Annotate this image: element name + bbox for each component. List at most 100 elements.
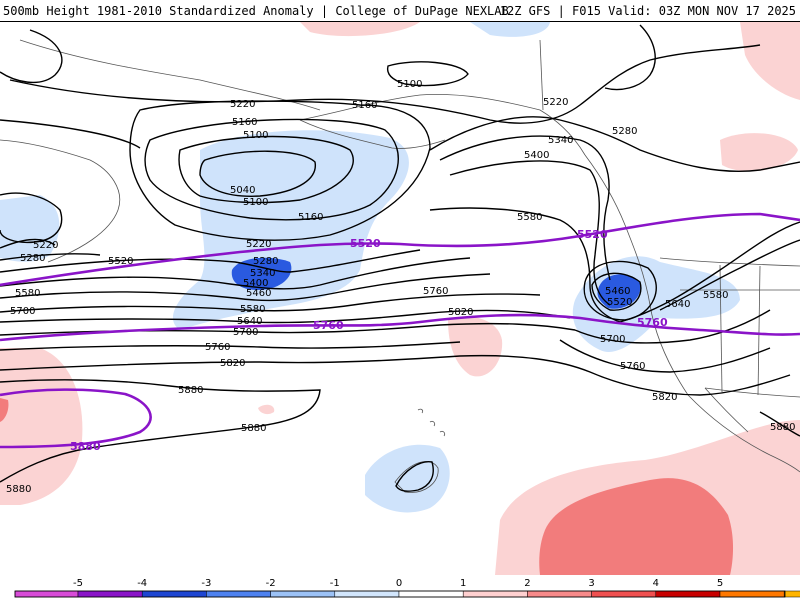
height-contours xyxy=(0,24,800,492)
colorbar-tick-label: -3 xyxy=(201,578,211,589)
colorbar-swatch xyxy=(527,590,592,598)
colorbar-tick-label: -2 xyxy=(266,578,276,589)
colorbar-tick-label: 3 xyxy=(588,578,594,589)
colorbar-swatch xyxy=(591,590,657,598)
contour-label: 5580 xyxy=(703,290,728,301)
positive-anomaly-areas xyxy=(0,22,800,575)
anomaly-colorbar: -5 -4 -3 -2 -1 0 1 2 3 4 5 xyxy=(0,575,800,600)
contour-5100-low xyxy=(386,61,469,87)
colorbar-swatch xyxy=(206,590,271,598)
colorbar-tick-label: 0 xyxy=(396,578,402,589)
contour-label: 5220 xyxy=(230,99,255,110)
contour-highlight-5760 xyxy=(0,313,800,342)
border-alaska xyxy=(539,39,544,111)
contour-label-highlight: 5520 xyxy=(577,228,608,241)
contour-label: 5520 xyxy=(607,297,632,308)
contour-label: 5820 xyxy=(220,358,245,369)
colorbar-swatch xyxy=(334,590,400,598)
contour-5880-hawaii xyxy=(395,461,434,492)
contour-label: 5280 xyxy=(612,126,637,137)
border-states-3 xyxy=(757,265,761,396)
anomaly-blue-aleutian xyxy=(172,130,409,330)
island-hawaii-big xyxy=(394,461,439,493)
contour-label-layer: 5100 5220 5160 5160 5100 5220 5280 5340 … xyxy=(6,79,795,495)
colorbar-swatch xyxy=(14,590,79,598)
negative-anomaly-areas xyxy=(0,22,740,513)
contour-label: 5280 xyxy=(253,256,278,267)
contour-label: 5700 xyxy=(233,327,258,338)
anomaly-red-core xyxy=(539,478,734,575)
contour-5160-ring xyxy=(144,118,399,221)
contour-5700-east xyxy=(574,309,771,344)
anomaly-red-core-west xyxy=(0,398,9,422)
colorbar-tick-label: 4 xyxy=(653,578,659,589)
contour-ne-2 xyxy=(604,24,656,91)
contour-5400 xyxy=(449,160,611,306)
coastlines xyxy=(0,39,800,493)
contour-label: 5100 xyxy=(243,130,268,141)
highlight-contours xyxy=(0,212,800,449)
colorbar-swatch xyxy=(719,590,785,598)
colorbar-frame xyxy=(14,590,786,598)
colorbar-swatch xyxy=(398,590,464,598)
contour-label: 5880 xyxy=(241,423,266,434)
contour-5340-mid xyxy=(0,249,421,273)
contour-label: 5880 xyxy=(770,422,795,433)
coast-alaska xyxy=(299,93,586,156)
contour-label: 5340 xyxy=(250,268,275,279)
contour-label: 5160 xyxy=(232,117,257,128)
border-us-canada xyxy=(659,257,800,267)
contour-5280-top xyxy=(0,116,800,172)
colorbar-swatch xyxy=(141,590,207,598)
contour-label: 5580 xyxy=(517,212,542,223)
contour-5340 xyxy=(439,135,611,281)
contour-label: 5400 xyxy=(524,150,549,161)
contour-5580-east xyxy=(619,221,800,323)
anomaly-red-top xyxy=(300,22,420,37)
contour-label: 5760 xyxy=(620,361,645,372)
contour-label: 5880 xyxy=(6,484,31,495)
anomaly-red-dot xyxy=(258,404,275,415)
contour-label: 5160 xyxy=(298,212,323,223)
contour-label-highlight: 5880 xyxy=(70,440,101,453)
contour-label: 5460 xyxy=(246,288,271,299)
colorbar-swatch xyxy=(783,590,800,598)
colorbar-ticks: -5 -4 -3 -2 -1 0 1 2 3 4 5 xyxy=(73,578,723,589)
contour-label: 5700 xyxy=(10,306,35,317)
contour-5640-east xyxy=(659,239,800,311)
contour-label: 5820 xyxy=(448,307,473,318)
colorbar-tick-label: -4 xyxy=(137,578,147,589)
coast-canada xyxy=(584,154,689,396)
contour-label: 5220 xyxy=(33,240,58,251)
colorbar-tick-label: -5 xyxy=(73,578,83,589)
contour-label: 5340 xyxy=(548,135,573,146)
contour-5100 xyxy=(178,135,354,204)
anomaly-blue-core xyxy=(231,257,292,290)
contour-label: 5040 xyxy=(230,185,255,196)
contour-5040 xyxy=(199,150,316,197)
contour-5520-core xyxy=(583,260,657,321)
contour-label: 5880 xyxy=(178,385,203,396)
contour-5580-mid xyxy=(0,293,541,313)
coast-aleutians xyxy=(299,119,446,149)
contour-label: 5220 xyxy=(543,97,568,108)
border-us-mexico xyxy=(704,387,800,398)
contour-label-highlight: 5760 xyxy=(637,316,668,329)
contour-label: 5640 xyxy=(237,316,262,327)
contour-label: 5700 xyxy=(600,334,625,345)
contour-5880-east xyxy=(759,411,800,437)
contour-label: 5220 xyxy=(246,239,271,250)
anomaly-red-topright xyxy=(740,22,800,100)
contour-5640-mid xyxy=(0,309,571,324)
contour-5280-west xyxy=(0,253,101,261)
anomaly-blue-west xyxy=(0,195,60,262)
colorbar-bar xyxy=(14,590,800,598)
contour-5220-top xyxy=(9,44,761,124)
anomaly-red-small xyxy=(448,316,503,377)
contour-label: 5760 xyxy=(205,342,230,353)
anomaly-blue-top xyxy=(470,22,550,37)
colorbar-swatch xyxy=(655,590,721,598)
contour-label: 5760 xyxy=(423,286,448,297)
contour-label: 5160 xyxy=(352,100,377,111)
anomaly-red-west xyxy=(0,348,83,505)
